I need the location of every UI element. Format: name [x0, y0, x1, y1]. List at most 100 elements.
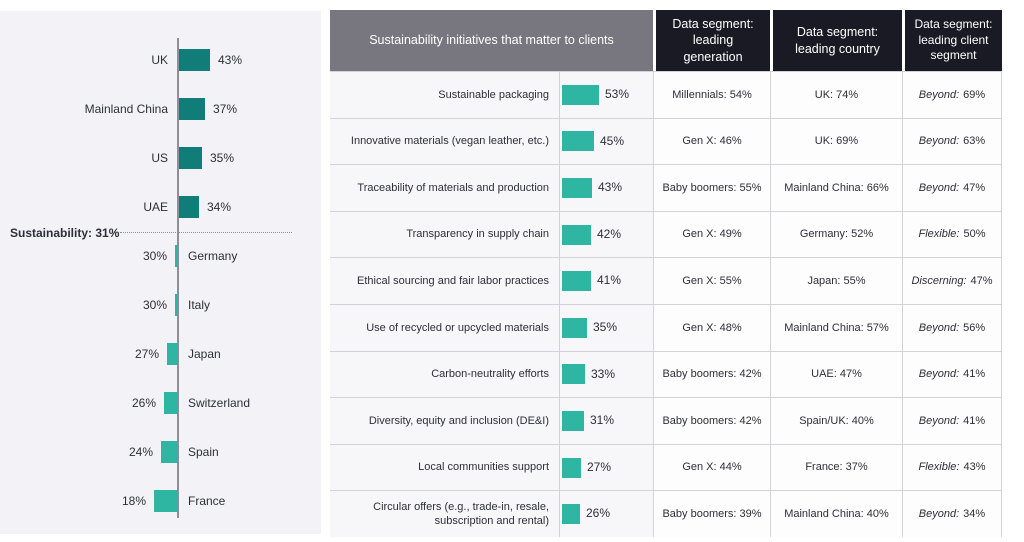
initiative-label: Local communities support — [330, 443, 559, 491]
initiative-value: 27% — [587, 459, 612, 474]
segment-value: 47% — [963, 181, 986, 194]
segment-cell: Beyond: 69% — [902, 71, 1002, 118]
initiative-bar — [562, 131, 594, 152]
segment-cell: Beyond: 63% — [902, 117, 1002, 165]
segment-value: 43% — [963, 461, 986, 474]
initiative-value: 26% — [586, 506, 611, 521]
country-cell: Mainland China: 57% — [770, 303, 902, 351]
country-value: 18% — [121, 494, 146, 508]
initiative-label: Ethical sourcing and fair labor practice… — [330, 257, 559, 304]
segment-name: Discerning: — [911, 275, 967, 288]
average-reference-line — [120, 232, 292, 233]
segment-name: Beyond: — [918, 368, 960, 381]
average-label: Sustainability: 31% — [10, 226, 120, 240]
segment-name: Flexible: — [918, 461, 960, 474]
country-value: 37% — [213, 102, 238, 116]
initiative-value: 33% — [591, 366, 616, 381]
header-initiatives: Sustainability initiatives that matter t… — [330, 10, 653, 71]
country-label: UAE — [143, 200, 168, 214]
country-chart-panel: UK 43% Mainland China 37% US 35% UAE 34%… — [0, 11, 321, 534]
segment-cell: Beyond: 34% — [902, 490, 1002, 537]
generation-cell: Gen X: 44% — [653, 443, 770, 491]
initiative-label: Sustainable packaging — [330, 71, 559, 118]
country-value: 34% — [207, 200, 232, 214]
segment-value: 69% — [963, 88, 986, 101]
country-row: Mainland China 37% — [0, 85, 321, 133]
generation-cell: Gen X: 48% — [653, 303, 770, 351]
segment-value: 47% — [970, 275, 993, 288]
country-value: 26% — [131, 396, 156, 410]
generation-cell: Baby boomers: 55% — [653, 164, 770, 211]
country-label: Spain — [188, 445, 219, 459]
initiative-value: 31% — [590, 413, 615, 428]
country-cell: Mainland China: 40% — [770, 490, 902, 537]
country-label: US — [151, 151, 168, 165]
initiative-bar-cell: 27% — [559, 443, 653, 491]
country-bar — [161, 441, 178, 463]
segment-cell: Beyond: 56% — [902, 303, 1002, 351]
initiative-label: Circular offers (e.g., trade-in, resale,… — [330, 490, 559, 537]
country-row: UK 43% — [0, 36, 321, 84]
initiative-value: 42% — [597, 226, 622, 241]
country-row: Spain 24% — [0, 428, 321, 476]
segment-value: 50% — [963, 228, 986, 241]
initiative-label: Innovative materials (vegan leather, etc… — [330, 117, 559, 165]
segment-name: Beyond: — [918, 88, 960, 101]
country-label: Germany — [188, 249, 238, 263]
initiative-label: Carbon-neutrality efforts — [330, 350, 559, 398]
country-cell: Japan: 55% — [770, 257, 902, 304]
generation-cell: Gen X: 49% — [653, 210, 770, 258]
generation-cell: Baby boomers: 42% — [653, 397, 770, 444]
segment-cell: Discerning: 47% — [902, 257, 1002, 304]
initiative-bar-cell: 35% — [559, 303, 653, 351]
country-label: Italy — [188, 298, 211, 312]
initiative-label: Diversity, equity and inclusion (DE&I) — [330, 397, 559, 444]
initiative-bar-cell: 41% — [559, 257, 653, 304]
country-value: 30% — [142, 249, 167, 263]
segment-cell: Beyond: 41% — [902, 350, 1002, 398]
country-value: 43% — [218, 53, 243, 67]
segment-name: Beyond: — [918, 135, 960, 148]
initiative-value: 41% — [597, 273, 622, 288]
country-bar — [179, 49, 210, 71]
segment-cell: Beyond: 41% — [902, 397, 1002, 444]
initiative-value: 45% — [600, 133, 625, 148]
country-cell: Germany: 52% — [770, 210, 902, 258]
initiative-bar-cell: 43% — [559, 164, 653, 211]
initiative-bar — [562, 317, 587, 338]
generation-cell: Gen X: 55% — [653, 257, 770, 304]
segment-value: 41% — [963, 414, 986, 427]
segment-value: 34% — [963, 507, 986, 520]
segment-name: Beyond: — [918, 181, 960, 194]
segment-name: Beyond: — [918, 414, 960, 427]
country-bar — [154, 490, 178, 512]
generation-cell: Millennials: 54% — [653, 71, 770, 118]
segment-name: Beyond: — [918, 507, 960, 520]
segment-name: Beyond: — [918, 321, 960, 334]
country-label: France — [188, 494, 226, 508]
initiative-bar-cell: 26% — [559, 490, 653, 537]
initiative-label: Traceability of materials and production — [330, 164, 559, 211]
initiative-bar — [562, 504, 580, 525]
initiatives-table: Sustainability initiatives that matter t… — [330, 10, 1002, 537]
initiative-bar-cell: 45% — [559, 117, 653, 165]
country-row: Germany 30% — [0, 232, 321, 280]
initiative-label: Use of recycled or upcycled materials — [330, 303, 559, 351]
initiative-bar-cell: 53% — [559, 71, 653, 118]
country-cell: France: 37% — [770, 443, 902, 491]
country-cell: UK: 74% — [770, 71, 902, 118]
initiative-bar — [562, 364, 585, 385]
initiative-bar-cell: 42% — [559, 210, 653, 258]
country-value: 35% — [210, 151, 235, 165]
country-bar — [175, 245, 178, 267]
country-value: 24% — [128, 445, 153, 459]
country-row: US 35% — [0, 134, 321, 182]
axis-line — [177, 38, 179, 518]
header-leading-generation: Data segment: leading generation — [653, 10, 770, 71]
initiative-bar — [562, 271, 591, 292]
initiative-bar — [562, 410, 584, 431]
country-row: Switzerland 26% — [0, 379, 321, 427]
initiative-bar — [562, 457, 581, 478]
header-leading-country: Data segment: leading country — [770, 10, 902, 71]
initiative-value: 53% — [605, 87, 630, 101]
